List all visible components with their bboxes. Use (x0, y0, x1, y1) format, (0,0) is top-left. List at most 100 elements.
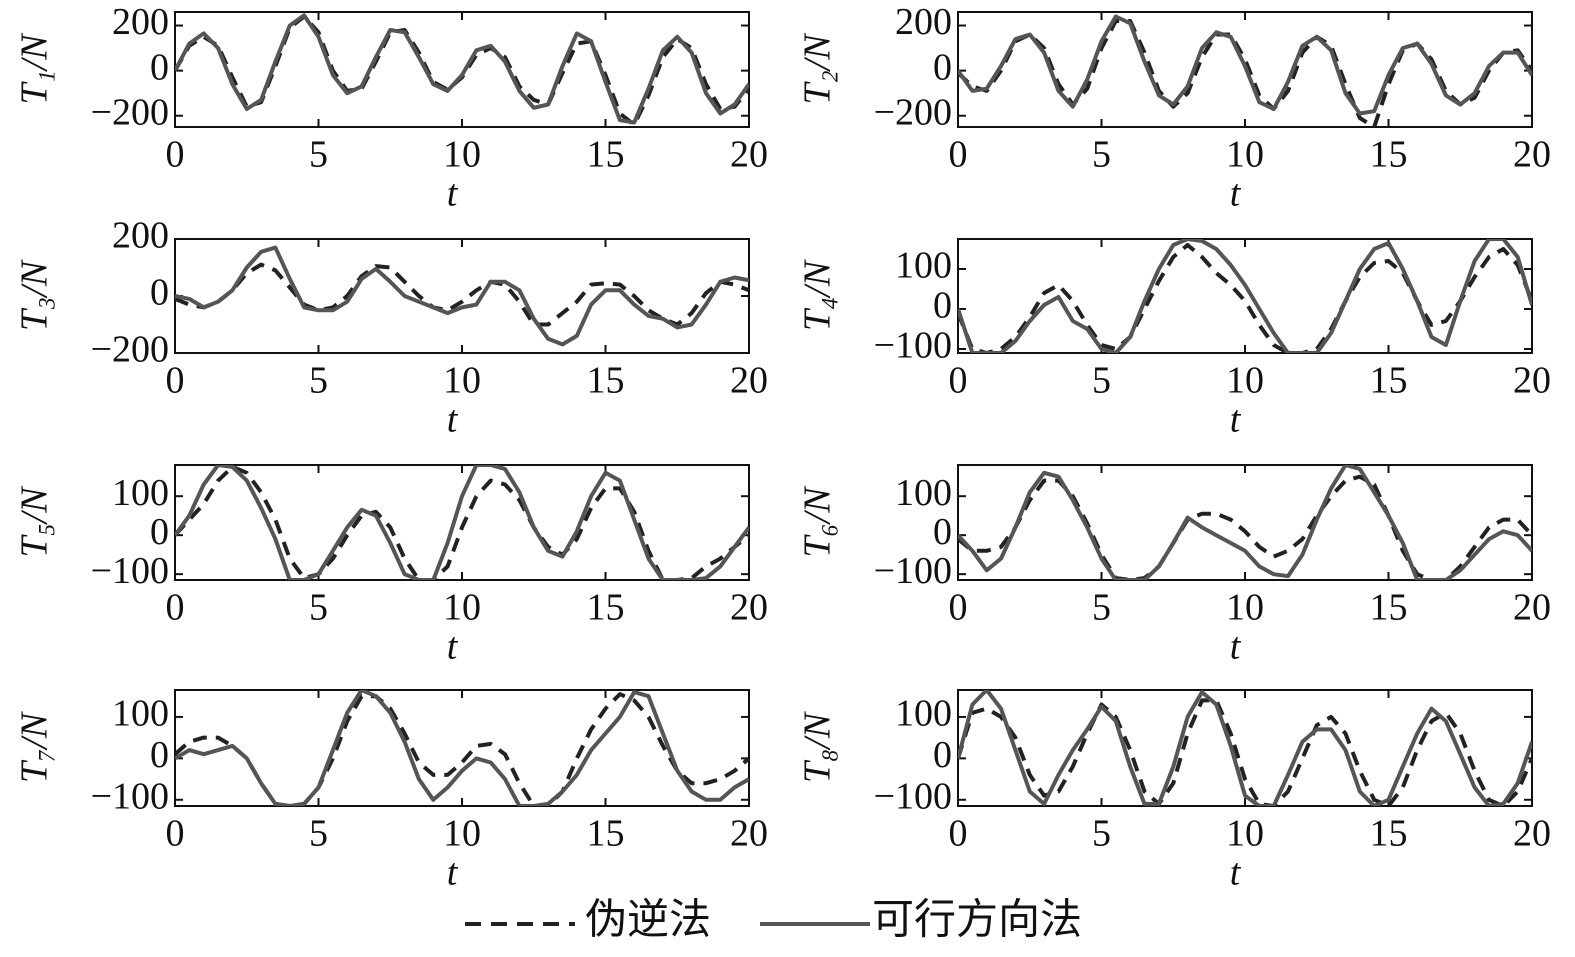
y-tick-label: −100 (91, 776, 169, 818)
x-tick-label: 20 (730, 587, 768, 629)
y-tick-label: 0 (933, 46, 952, 88)
x-tick-label: 15 (1370, 360, 1408, 402)
axes-frame (174, 464, 750, 581)
series-line (175, 465, 749, 580)
series-line (958, 239, 1532, 353)
x-tick-label: 0 (166, 360, 185, 402)
series-line (958, 690, 1532, 806)
y-tick-label: −100 (91, 550, 169, 592)
x-tick-label: 20 (730, 134, 768, 176)
x-axis-label: t (447, 173, 459, 215)
y-tick-label: 100 (895, 245, 952, 287)
y-axis-label: T₈/N (797, 710, 839, 783)
x-tick-label: 10 (443, 587, 481, 629)
x-tick-label: 10 (1226, 587, 1264, 629)
y-tick-label: 100 (112, 693, 169, 735)
x-tick-label: 20 (1513, 813, 1551, 855)
x-tick-label: 0 (949, 587, 968, 629)
x-tick-label: 15 (1370, 134, 1408, 176)
y-tick-label: 0 (150, 734, 169, 776)
series-line (175, 13, 749, 125)
y-tick-label: 200 (112, 215, 169, 257)
x-tick-label: 15 (1370, 587, 1408, 629)
series-line (958, 19, 1532, 127)
x-tick-label: 5 (309, 587, 328, 629)
legend-label: 伪逆法 (585, 897, 711, 944)
series-line (958, 243, 1532, 353)
y-tick-label: 0 (933, 285, 952, 327)
series-line (958, 474, 1532, 580)
legend-label: 可行方向法 (872, 898, 1082, 944)
x-tick-label: 5 (1092, 360, 1111, 402)
series-line (175, 465, 749, 580)
y-tick-label: 200 (112, 1, 169, 43)
x-tick-label: 5 (309, 134, 328, 176)
x-tick-label: 15 (587, 587, 625, 629)
y-tick-label: 0 (150, 46, 169, 88)
x-tick-label: 5 (309, 360, 328, 402)
x-tick-label: 0 (166, 134, 185, 176)
x-tick-label: 5 (1092, 134, 1111, 176)
series-line (175, 262, 749, 327)
x-axis-label: t (447, 626, 459, 668)
y-tick-label: −100 (874, 325, 952, 367)
y-tick-label: 0 (150, 272, 169, 314)
x-tick-label: 15 (587, 134, 625, 176)
y-axis-label: T₄/N (797, 258, 839, 331)
x-axis-label: t (1230, 399, 1242, 441)
x-tick-label: 15 (587, 813, 625, 855)
y-axis-label: T₅/N (14, 485, 56, 558)
x-tick-label: 10 (1226, 813, 1264, 855)
y-axis-label: T₇/N (14, 710, 56, 783)
series-line (175, 692, 749, 806)
y-tick-label: −200 (874, 91, 952, 133)
y-tick-label: 0 (150, 511, 169, 553)
x-axis-label: t (1230, 852, 1242, 894)
y-tick-label: 0 (933, 734, 952, 776)
legend: 伪逆法 可行方向法 (465, 897, 1082, 944)
x-tick-label: 0 (949, 360, 968, 402)
x-axis-label: t (447, 852, 459, 894)
x-tick-label: 10 (443, 813, 481, 855)
axes-frame (957, 238, 1533, 354)
y-tick-label: 100 (895, 693, 952, 735)
x-tick-label: 10 (1226, 134, 1264, 176)
y-tick-label: −200 (91, 91, 169, 133)
y-axis-label: T₃/N (14, 258, 56, 331)
axes-frame (174, 238, 750, 354)
y-axis-label: T₂/N (797, 32, 839, 105)
x-tick-label: 5 (309, 813, 328, 855)
x-tick-label: 10 (1226, 360, 1264, 402)
x-tick-label: 15 (587, 360, 625, 402)
x-tick-label: 10 (443, 134, 481, 176)
x-tick-label: 0 (949, 813, 968, 855)
x-tick-label: 20 (730, 813, 768, 855)
y-tick-label: 200 (895, 1, 952, 43)
y-axis-label: T₁/N (14, 32, 56, 105)
x-tick-label: 0 (166, 587, 185, 629)
x-tick-label: 20 (1513, 360, 1551, 402)
series-line (175, 14, 749, 127)
y-tick-label: −100 (874, 550, 952, 592)
x-axis-label: t (1230, 626, 1242, 668)
series-line (958, 465, 1532, 580)
y-tick-label: 100 (895, 472, 952, 514)
x-tick-label: 0 (949, 134, 968, 176)
x-tick-label: 20 (1513, 587, 1551, 629)
axes-frame (174, 11, 750, 128)
series-line (958, 14, 1532, 116)
series-line (958, 698, 1532, 806)
series-line (175, 690, 749, 806)
y-tick-label: 100 (112, 472, 169, 514)
x-tick-label: 10 (443, 360, 481, 402)
x-tick-label: 15 (1370, 813, 1408, 855)
x-tick-label: 5 (1092, 813, 1111, 855)
